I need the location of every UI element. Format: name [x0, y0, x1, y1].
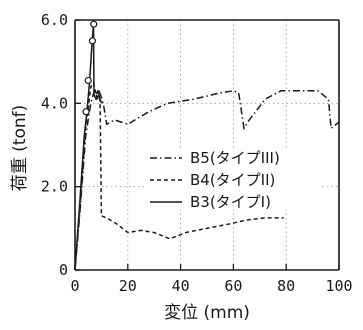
- legend: B5(タイプIII) B4(タイプII) B3(タイプI): [145, 148, 320, 211]
- x-tick-label: 100: [325, 277, 352, 295]
- series-line-b3: [74, 24, 103, 271]
- legend-label-b5: B5(タイプIII): [190, 149, 280, 167]
- axes: [74, 19, 340, 271]
- series-line-b5: [74, 85, 340, 271]
- data-marker: [82, 108, 90, 116]
- ticks: 0 20 40 60 80 100 0 2.0 4.0 6.0: [41, 11, 353, 295]
- grid: [75, 20, 339, 270]
- data-marker: [84, 76, 92, 85]
- y-tick-label: 6.0: [41, 11, 68, 29]
- x-axis-title: 変位 (mm): [164, 303, 250, 323]
- legend-label-b3: B3(タイプI): [190, 193, 271, 211]
- y-tick-label: 4.0: [41, 94, 68, 112]
- x-tick-label: 40: [172, 277, 190, 295]
- series-layer: [74, 24, 340, 271]
- data-marker: [88, 37, 97, 45]
- x-tick-label: 0: [70, 277, 79, 295]
- x-tick-label: 60: [224, 277, 242, 295]
- legend-background: [145, 148, 320, 210]
- data-marker: [90, 20, 98, 28]
- legend-label-b4: B4(タイプII): [190, 171, 275, 189]
- y-tick-label: 0: [59, 261, 68, 279]
- x-tick-label: 80: [277, 277, 295, 295]
- marker-layer: [82, 20, 98, 116]
- series-line-b4: [74, 80, 284, 271]
- y-axis-title: 荷重 (tonf): [10, 105, 30, 192]
- y-tick-label: 2.0: [41, 178, 68, 196]
- x-tick-label: 20: [119, 277, 137, 295]
